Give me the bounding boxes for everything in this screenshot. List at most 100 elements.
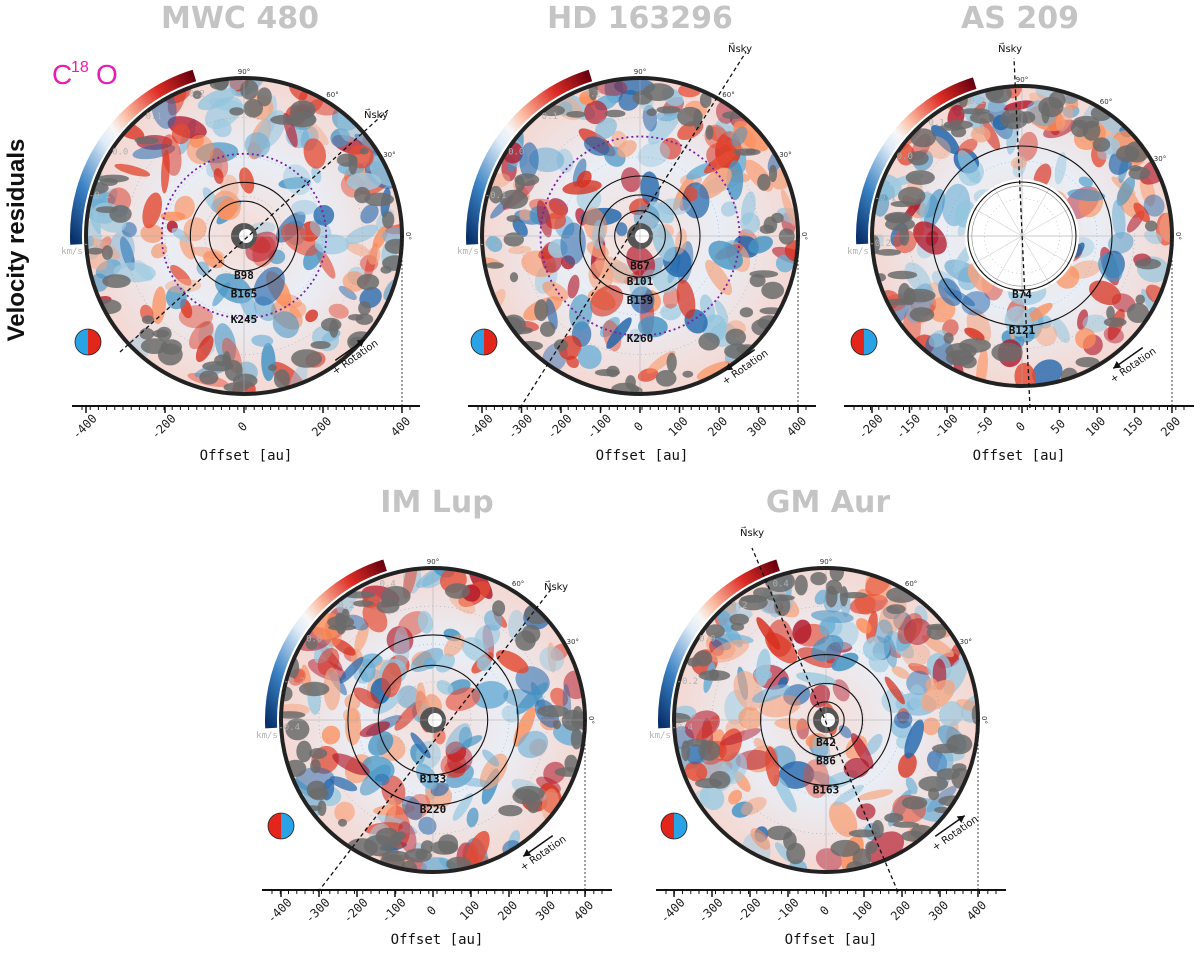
legend-half-left — [268, 813, 281, 839]
residual-blob — [87, 205, 101, 234]
colorbar-tick: 0.0 — [112, 147, 128, 157]
residual-blob — [572, 158, 587, 188]
residual-blob — [753, 737, 765, 750]
masked-region — [943, 332, 954, 344]
residual-blob — [443, 634, 465, 657]
ring-label: B42 — [816, 736, 836, 749]
residual-blob — [445, 687, 481, 712]
x-tick-label: 100 — [665, 414, 690, 439]
masked-region — [892, 821, 920, 828]
panel-1: HD 163296 B67 B101 B159 K260 90° 60° 30° 0° 0.2 0.… — [457, 1, 816, 464]
residual-blob — [189, 321, 214, 350]
residual-blob — [660, 303, 682, 321]
residual-blob — [342, 707, 361, 724]
residual-blob — [931, 124, 960, 155]
masked-region — [681, 740, 691, 762]
masked-region — [1092, 137, 1111, 152]
masked-region — [686, 738, 709, 747]
ring-label: B67 — [630, 259, 650, 272]
residual-blob — [486, 236, 503, 252]
residual-blob — [1116, 176, 1136, 207]
residual-blob — [461, 735, 483, 748]
masked-region — [381, 850, 410, 862]
rotation-arrowhead — [1113, 361, 1122, 369]
residual-blob — [583, 136, 610, 156]
residual-blob — [447, 746, 473, 774]
x-tick-label: -300 — [505, 411, 535, 441]
colorbar-tick: 0.2 — [585, 90, 601, 100]
angle-label: 0° — [800, 232, 808, 240]
colorbar-tick: 0.2 — [338, 601, 354, 611]
residual-blob — [456, 777, 491, 787]
angle-label: 60° — [326, 91, 338, 99]
residual-blob — [539, 646, 565, 672]
colorbar-tick: -0.4 — [278, 723, 300, 733]
x-axis-label: Offset [au] — [973, 448, 1066, 464]
ring-B74 — [967, 181, 1077, 291]
masked-region — [739, 307, 754, 318]
legend-half-right — [281, 813, 294, 839]
colorbar-tick: -0.2 — [677, 677, 699, 687]
residual-blob — [857, 789, 894, 801]
panel-3: IM Lup B133 B220 90° 60° 30° 0° 0.4 0.2 0.0 -0.2 -0… — [256, 485, 612, 948]
masked-region — [1082, 120, 1101, 141]
panel-4: GM Aur B42 B86 B163 90° 60° 30° 0° 0.4 0.2 0.0 -0.2… — [649, 485, 1006, 948]
panel-title: MWC 480 — [161, 1, 319, 36]
residual-blob — [630, 286, 655, 314]
panel-title: IM Lup — [380, 485, 493, 520]
residual-blob — [178, 305, 213, 329]
ring-label: B220 — [420, 803, 447, 816]
masked-region — [509, 272, 519, 283]
legend-half-left — [851, 329, 864, 355]
angle-label: 30° — [779, 151, 791, 159]
rotation-legend-icon — [660, 812, 688, 840]
masked-region — [359, 147, 369, 155]
colorbar-tick: 0.2 — [731, 601, 747, 611]
masked-region — [745, 148, 756, 155]
residual-blob — [875, 619, 893, 644]
residual-blob — [415, 682, 427, 720]
residual-blob — [615, 222, 628, 237]
x-tick-label: -100 — [771, 895, 801, 925]
colorbar — [658, 559, 780, 729]
residual-blob — [865, 733, 883, 756]
masked-region — [632, 90, 653, 105]
masked-region — [885, 213, 910, 224]
x-tick-label: 0 — [235, 419, 250, 434]
colorbar-tick: 0.4 — [380, 579, 396, 589]
colorbar-unit: km/s — [457, 247, 479, 257]
x-axis-label: Offset [au] — [391, 932, 484, 948]
residual-blob — [710, 639, 750, 663]
residual-blob — [829, 801, 858, 838]
residual-blob — [699, 167, 732, 199]
masked-region — [444, 583, 471, 599]
residual-blob — [708, 240, 743, 270]
residual-blob — [651, 224, 676, 262]
colorbar-tick: -0.1 — [485, 191, 507, 201]
x-tick-label: -100 — [584, 411, 614, 441]
colorbar-unit: km/s — [61, 247, 83, 257]
x-tick-label: 200 — [309, 414, 334, 439]
residual-blob — [595, 117, 617, 140]
residual-blob — [783, 684, 811, 706]
molecule-base: C — [52, 59, 72, 90]
residual-blob — [313, 204, 335, 226]
residual-blob — [703, 150, 737, 174]
residual-blob — [1054, 152, 1067, 185]
residual-blob — [843, 757, 870, 779]
legend-outline — [267, 812, 295, 840]
angle-label: 60° — [512, 580, 524, 588]
masked-region — [666, 352, 677, 373]
residual-map — [674, 568, 978, 872]
residual-blob — [957, 150, 981, 184]
masked-region — [991, 342, 1023, 363]
colorbar-tick: -0.2 — [869, 239, 891, 249]
panel-2: AS 209 B74 B121 90° 60° 30° 0° 0.2 0.1 0.0 -0.1 -0.… — [844, 1, 1194, 464]
masked-region — [299, 681, 330, 697]
x-tick-label: -300 — [302, 895, 332, 925]
residual-blob — [971, 126, 991, 143]
residual-blob — [750, 828, 771, 850]
residual-blob — [606, 317, 632, 349]
masked-region — [503, 232, 524, 247]
side-label: Velocity residuals — [3, 139, 30, 342]
